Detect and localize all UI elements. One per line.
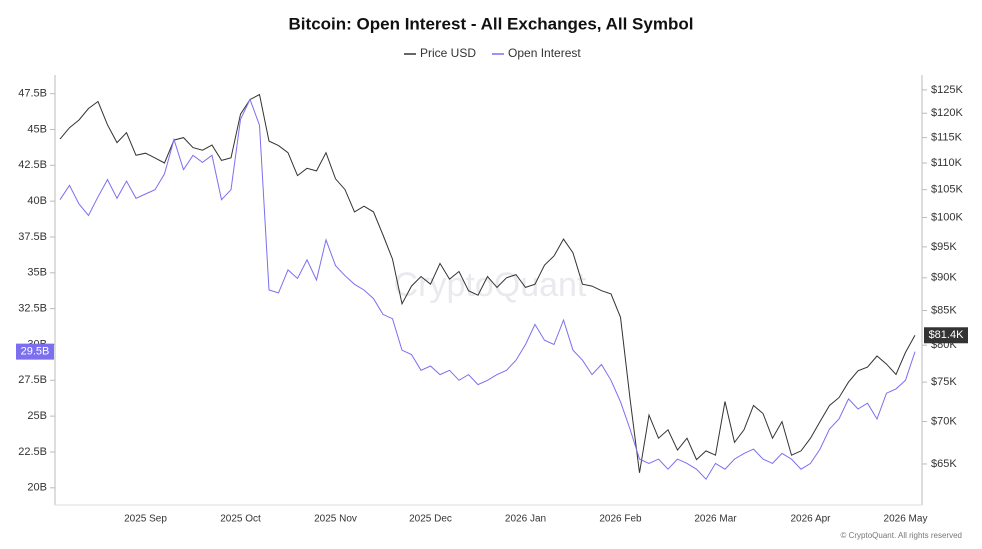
y-tick-label: 25B [27,410,47,422]
y2-tick-label: $90K [931,272,957,284]
x-tick-label: 2025 Sep [124,514,167,525]
y-tick-label: 20B [27,482,47,494]
last-value-label: $81.4K [929,329,965,341]
series-line [59,98,916,481]
x-tick-label: 2025 Nov [314,514,357,525]
x-tick-label: 2026 May [884,514,928,525]
legend-label: Price USD [420,46,476,60]
x-tick-label: 2025 Oct [220,514,261,525]
y-tick-label: 37.5B [18,231,47,243]
y-tick-label: 40B [27,195,47,207]
series-line [59,93,916,473]
y2-tick-label: $95K [931,241,957,253]
legend-label: Open Interest [508,46,581,60]
y-tick-label: 22.5B [18,446,47,458]
y-tick-label: 32.5B [18,303,47,315]
x-tick-label: 2026 Mar [694,514,737,525]
y2-tick-label: $125K [931,84,963,96]
y-tick-label: 27.5B [18,374,47,386]
last-value-box [16,343,54,360]
x-tick-label: 2026 Jan [505,514,546,525]
y2-tick-label: $85K [931,304,957,316]
y-tick-label: 35B [27,267,47,279]
y2-tick-label: $100K [931,211,963,223]
y2-tick-label: $75K [931,376,957,388]
y-tick-label: 42.5B [18,159,47,171]
x-tick-label: 2026 Apr [790,514,831,525]
y2-tick-label: $120K [931,107,963,119]
y-tick-label: 45B [27,123,47,135]
watermark: CryptoQuant [394,266,587,304]
x-tick-label: 2025 Dec [409,514,452,525]
y2-tick-label: $115K [931,132,963,144]
y-tick-label: 47.5B [18,88,47,100]
x-tick-label: 2026 Feb [599,514,642,525]
y2-tick-label: $110K [931,157,963,169]
y2-tick-label: $105K [931,184,963,196]
last-value-label: 29.5B [21,346,50,358]
footer: © CryptoQuant. All rights reserved [841,531,963,540]
y2-tick-label: $70K [931,415,957,427]
chart-title: Bitcoin: Open Interest - All Exchanges, … [289,14,694,33]
last-value-box [924,327,968,344]
y2-tick-label: $65K [931,458,957,470]
